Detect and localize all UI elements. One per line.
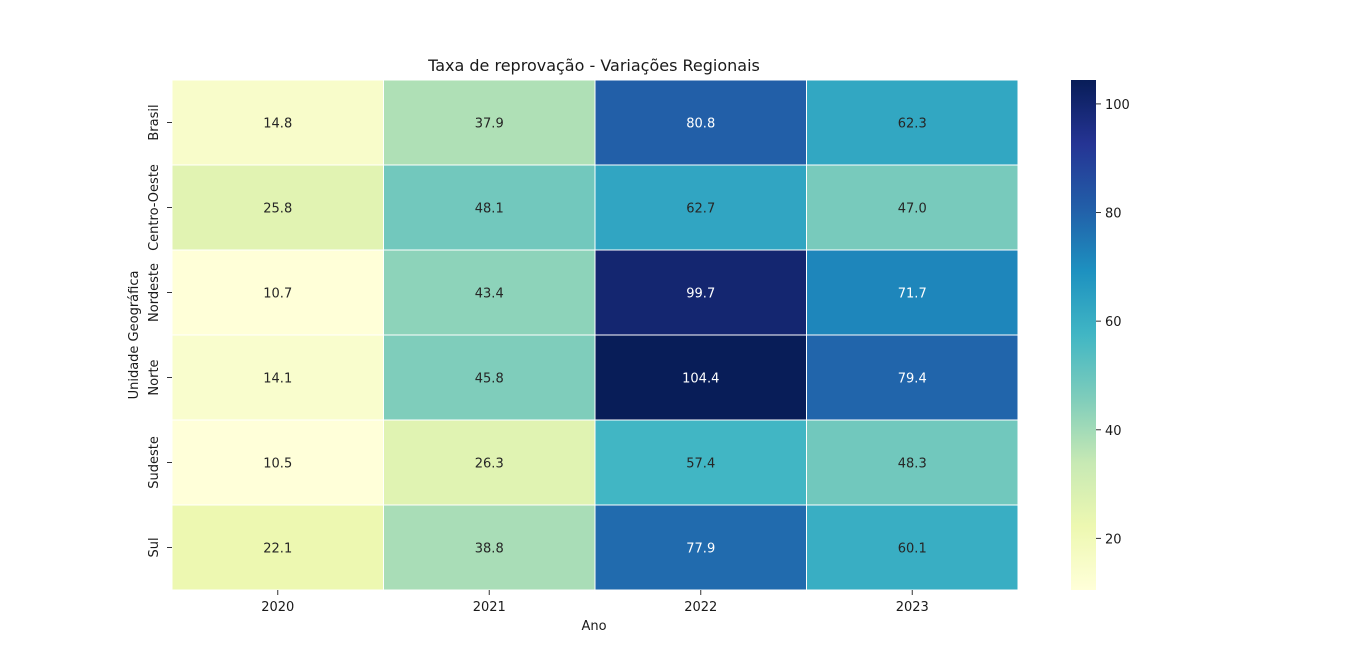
y-axis-label: Unidade Geográfica: [127, 271, 142, 400]
cell-value-label: 14.1: [263, 372, 292, 387]
colorbar-tick-label: 20: [1105, 532, 1122, 547]
heatmap-cell: [383, 79, 596, 166]
heatmap-cells: [171, 79, 1019, 591]
cell-value-label: 10.7: [263, 287, 292, 302]
heatmap-cell: [594, 79, 807, 166]
cell-value-label: 60.1: [898, 542, 927, 557]
colorbar-gradient: [1071, 80, 1096, 590]
colorbar-tick-label: 80: [1105, 207, 1122, 222]
cell-value-label: 80.8: [686, 117, 715, 132]
cell-value-label: 14.8: [263, 117, 292, 132]
cell-value-label: 38.8: [475, 542, 504, 557]
cell-value-label: 57.4: [686, 457, 715, 472]
chart-title: Taxa de reprovação - Variações Regionais: [427, 56, 760, 75]
cell-value-label: 10.5: [263, 457, 292, 472]
heatmap-cell: [806, 164, 1019, 251]
cell-value-label: 62.3: [898, 117, 927, 132]
colorbar-tick-label: 100: [1105, 98, 1130, 113]
heatmap-cell: [383, 164, 596, 251]
y-axis: Brasil Centro-Oeste Nordeste Norte Sudeste Su…: [147, 104, 172, 558]
x-tick-label: 2020: [261, 600, 294, 615]
cell-value-label: 37.9: [475, 117, 504, 132]
heatmap-cell: [806, 334, 1019, 421]
cell-value-label: 25.8: [263, 202, 292, 217]
cell-value-label: 48.3: [898, 457, 927, 472]
cell-annotations: 14.8 37.9 80.8 62.3 25.8 48.1 62.7 47.0 10.7 43.4…: [263, 117, 926, 557]
heatmap-cell: [806, 249, 1019, 336]
heatmap-cell: [806, 419, 1019, 506]
cell-value-label: 22.1: [263, 542, 292, 557]
heatmap-cell: [594, 419, 807, 506]
colorbar-tick-label: 60: [1105, 315, 1122, 330]
cell-value-label: 79.4: [898, 372, 927, 387]
cell-value-label: 26.3: [475, 457, 504, 472]
cell-value-label: 99.7: [686, 287, 715, 302]
heatmap-cell: [383, 419, 596, 506]
cell-value-label: 47.0: [898, 202, 927, 217]
heatmap-cell: [594, 334, 807, 421]
heatmap-cell: [171, 504, 384, 591]
cell-value-label: 104.4: [682, 372, 719, 387]
heatmap-cell: [383, 249, 596, 336]
y-tick-label: Norte: [147, 359, 162, 395]
y-tick-label: Sul: [147, 537, 162, 557]
x-tick-label: 2022: [684, 600, 717, 615]
y-tick-label: Centro-Oeste: [147, 164, 162, 251]
cell-value-label: 48.1: [475, 202, 504, 217]
y-tick-label: Nordeste: [147, 263, 162, 322]
heatmap-cell: [594, 504, 807, 591]
heatmap-cell: [383, 504, 596, 591]
heatmap-cell: [171, 419, 384, 506]
y-tick-label: Sudeste: [147, 436, 162, 489]
colorbar-tick-label: 40: [1105, 424, 1122, 439]
x-tick-label: 2021: [473, 600, 506, 615]
heatmap-cell: [806, 79, 1019, 166]
heatmap-cell: [806, 504, 1019, 591]
y-tick-label: Brasil: [147, 104, 162, 140]
cell-value-label: 71.7: [898, 287, 927, 302]
heatmap-cell: [171, 79, 384, 166]
cell-value-label: 62.7: [686, 202, 715, 217]
cell-value-label: 43.4: [475, 287, 504, 302]
heatmap-cell: [383, 334, 596, 421]
heatmap-cell: [171, 334, 384, 421]
x-tick-label: 2023: [896, 600, 929, 615]
colorbar: 20 40 60 80 100: [1071, 80, 1130, 590]
x-axis: 2020 2021 2022 2023: [261, 590, 929, 615]
x-axis-label: Ano: [581, 619, 606, 634]
cell-value-label: 77.9: [686, 542, 715, 557]
heatmap-cell: [171, 164, 384, 251]
cell-value-label: 45.8: [475, 372, 504, 387]
